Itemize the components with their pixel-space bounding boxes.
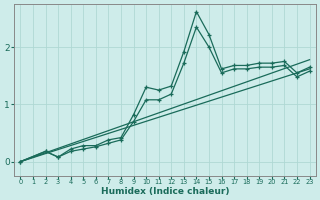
X-axis label: Humidex (Indice chaleur): Humidex (Indice chaleur): [101, 187, 229, 196]
